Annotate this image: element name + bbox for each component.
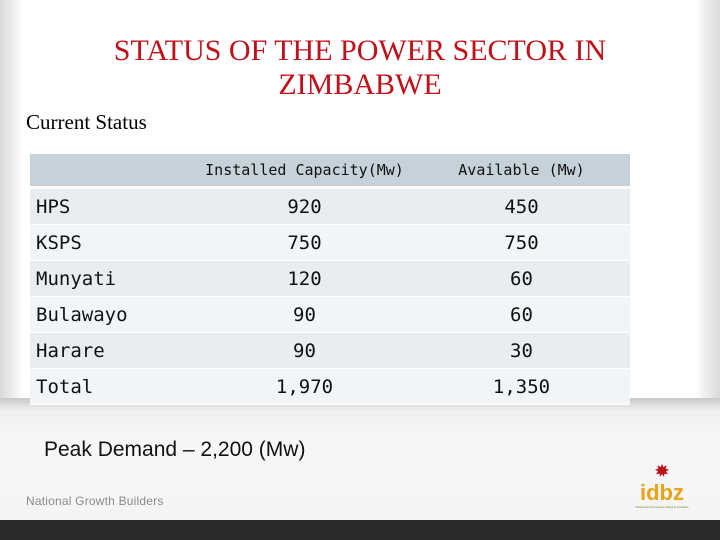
row-available: 60	[413, 260, 630, 297]
header-installed-capacity: Installed Capacity(Mw)	[196, 154, 413, 189]
header-available: Available (Mw)	[413, 154, 630, 189]
row-name: Munyati	[30, 260, 196, 297]
row-name: Bulawayo	[30, 296, 196, 333]
peak-demand-text: Peak Demand – 2,200 (Mw)	[44, 438, 306, 461]
footer-strip	[0, 520, 720, 540]
row-name: HPS	[30, 187, 196, 225]
row-name: Total	[30, 368, 196, 405]
row-available: 60	[413, 296, 630, 333]
row-installed: 90	[196, 332, 413, 369]
table-row: Bulawayo 90 60	[30, 296, 630, 333]
footer-band	[0, 398, 720, 520]
row-installed: 120	[196, 260, 413, 297]
row-installed: 1,970	[196, 368, 413, 405]
table-row: KSPS 750 750	[30, 224, 630, 261]
left-edge-shadow	[0, 0, 22, 520]
row-installed: 750	[196, 224, 413, 261]
row-available: 750	[413, 224, 630, 261]
header-blank	[30, 154, 196, 189]
row-available: 450	[413, 187, 630, 225]
footer-tagline: National Growth Builders	[26, 494, 164, 508]
slide-title: STATUS OF THE POWER SECTOR IN ZIMBABWE	[113, 34, 607, 101]
section-subtitle: Current Status	[26, 110, 147, 134]
power-capacity-table: Installed Capacity(Mw) Available (Mw) HP…	[30, 154, 630, 405]
logo-sun-icon	[655, 464, 669, 477]
row-available: 30	[413, 332, 630, 369]
row-installed: 90	[196, 296, 413, 333]
table-row: HPS 920 450	[30, 187, 630, 225]
table-row: Munyati 120 60	[30, 260, 630, 297]
table-header-row: Installed Capacity(Mw) Available (Mw)	[30, 154, 630, 189]
row-name: Harare	[30, 332, 196, 369]
logo-wordmark: idbz	[640, 480, 684, 505]
row-installed: 920	[196, 187, 413, 225]
row-available: 1,350	[413, 368, 630, 405]
row-name: KSPS	[30, 224, 196, 261]
idbz-logo: idbz Infrastructure Development Bank of …	[635, 464, 689, 509]
table-row: Harare 90 30	[30, 332, 630, 369]
logo-small-text: Infrastructure Development Bank of Zimba…	[635, 505, 689, 509]
table-row-total: Total 1,970 1,350	[30, 368, 630, 405]
